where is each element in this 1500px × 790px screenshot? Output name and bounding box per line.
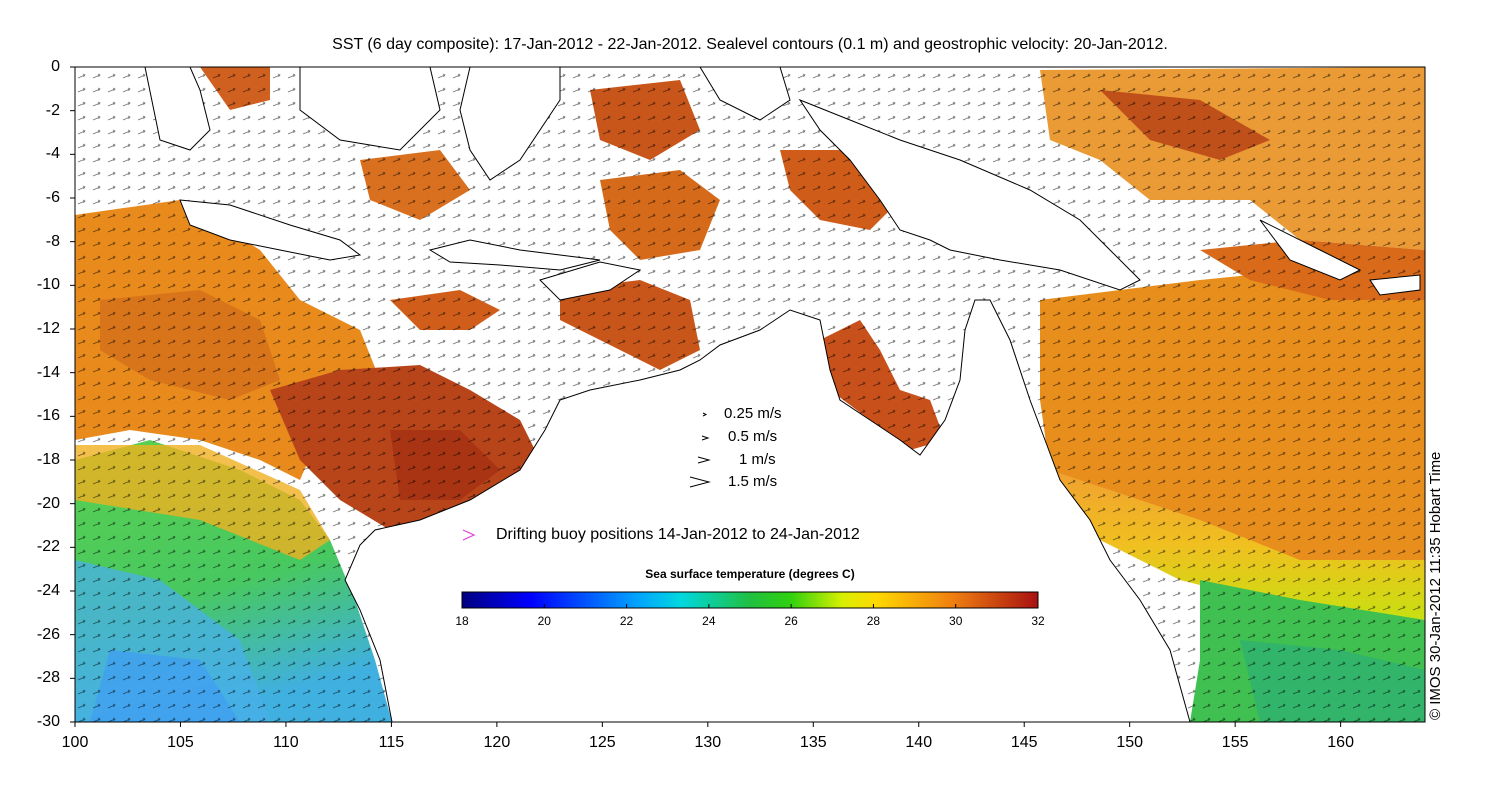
x-tick-label: 155 (1221, 734, 1249, 751)
plot-frame (74, 66, 1426, 723)
y-tick-label: -20 (36, 494, 60, 512)
y-tick-label: -24 (36, 582, 60, 599)
x-tick-marks (74, 722, 1342, 727)
x-tick-label: 105 (167, 734, 194, 751)
velocity-legend-1-5: 1.5 m/s (728, 473, 778, 490)
x-tick-label: 115 (378, 734, 405, 751)
colorbar-tick-label: 22 (619, 614, 634, 628)
colorbar-tick-label: 26 (784, 614, 798, 628)
velocity-arrow-0-5 (701, 435, 710, 441)
x-tick-label: 130 (694, 734, 722, 751)
colorbar-tick-label: 20 (537, 614, 551, 628)
y-tick-label: -12 (36, 320, 60, 337)
x-tick-label: 145 (1010, 734, 1038, 751)
x-tick-label: 120 (483, 734, 511, 751)
x-tick-label: 150 (1116, 734, 1144, 751)
colorbar-title: Sea surface temperature (degrees C) (645, 567, 855, 581)
y-tick-label: 0 (51, 58, 60, 75)
map-title: SST (6 day composite): 17-Jan-2012 - 22-… (332, 36, 1168, 53)
colorbar (461, 591, 1039, 609)
y-tick-label: -22 (36, 538, 60, 556)
velocity-arrow-1 (697, 456, 711, 464)
y-tick-label: -8 (45, 232, 60, 250)
y-tick-marks (70, 66, 75, 723)
colorbar-tick-label: 30 (949, 614, 963, 628)
velocity-legend-0-5: 0.5 m/s (728, 428, 778, 445)
colorbar-tick-label: 28 (866, 614, 881, 628)
x-tick-label: 160 (1327, 734, 1354, 751)
velocity-legend-arrows (689, 412, 711, 488)
velocity-legend-1: 1 m/s (739, 451, 776, 468)
x-tick-label: 100 (61, 734, 89, 751)
y-tick-label: -18 (36, 451, 60, 468)
x-tick-label: 135 (799, 734, 827, 751)
x-tick-label: 125 (588, 734, 616, 751)
x-tick-label: 110 (273, 734, 299, 751)
y-tick-label: -28 (36, 669, 60, 687)
credit-label: © IMOS 30-Jan-2012 11:35 Hobart Time (1427, 451, 1444, 720)
x-tick-label: 140 (905, 734, 933, 751)
buoy-marker (462, 529, 476, 541)
y-tick-label: -30 (36, 713, 60, 730)
velocity-legend-0-25: 0.25 m/s (724, 405, 782, 422)
colorbar-tick-label: 24 (702, 614, 716, 628)
buoy-legend-label: Drifting buoy positions 14-Jan-2012 to 2… (496, 526, 860, 543)
colorbar-tick-marks (461, 604, 1039, 608)
colorbar-tick-label: 32 (1031, 614, 1045, 628)
velocity-arrow-0-25 (702, 412, 708, 417)
y-tick-label: -10 (36, 276, 60, 294)
velocity-arrow-1-5 (689, 476, 711, 488)
land (144, 66, 1421, 723)
colorbar-tick-label: 18 (455, 614, 469, 628)
y-tick-label: -2 (45, 101, 60, 119)
y-tick-label: -14 (36, 363, 60, 381)
y-tick-label: -4 (45, 145, 60, 163)
y-tick-label: -6 (45, 189, 60, 206)
y-tick-label: -26 (36, 625, 60, 643)
y-tick-label: -16 (36, 407, 60, 425)
